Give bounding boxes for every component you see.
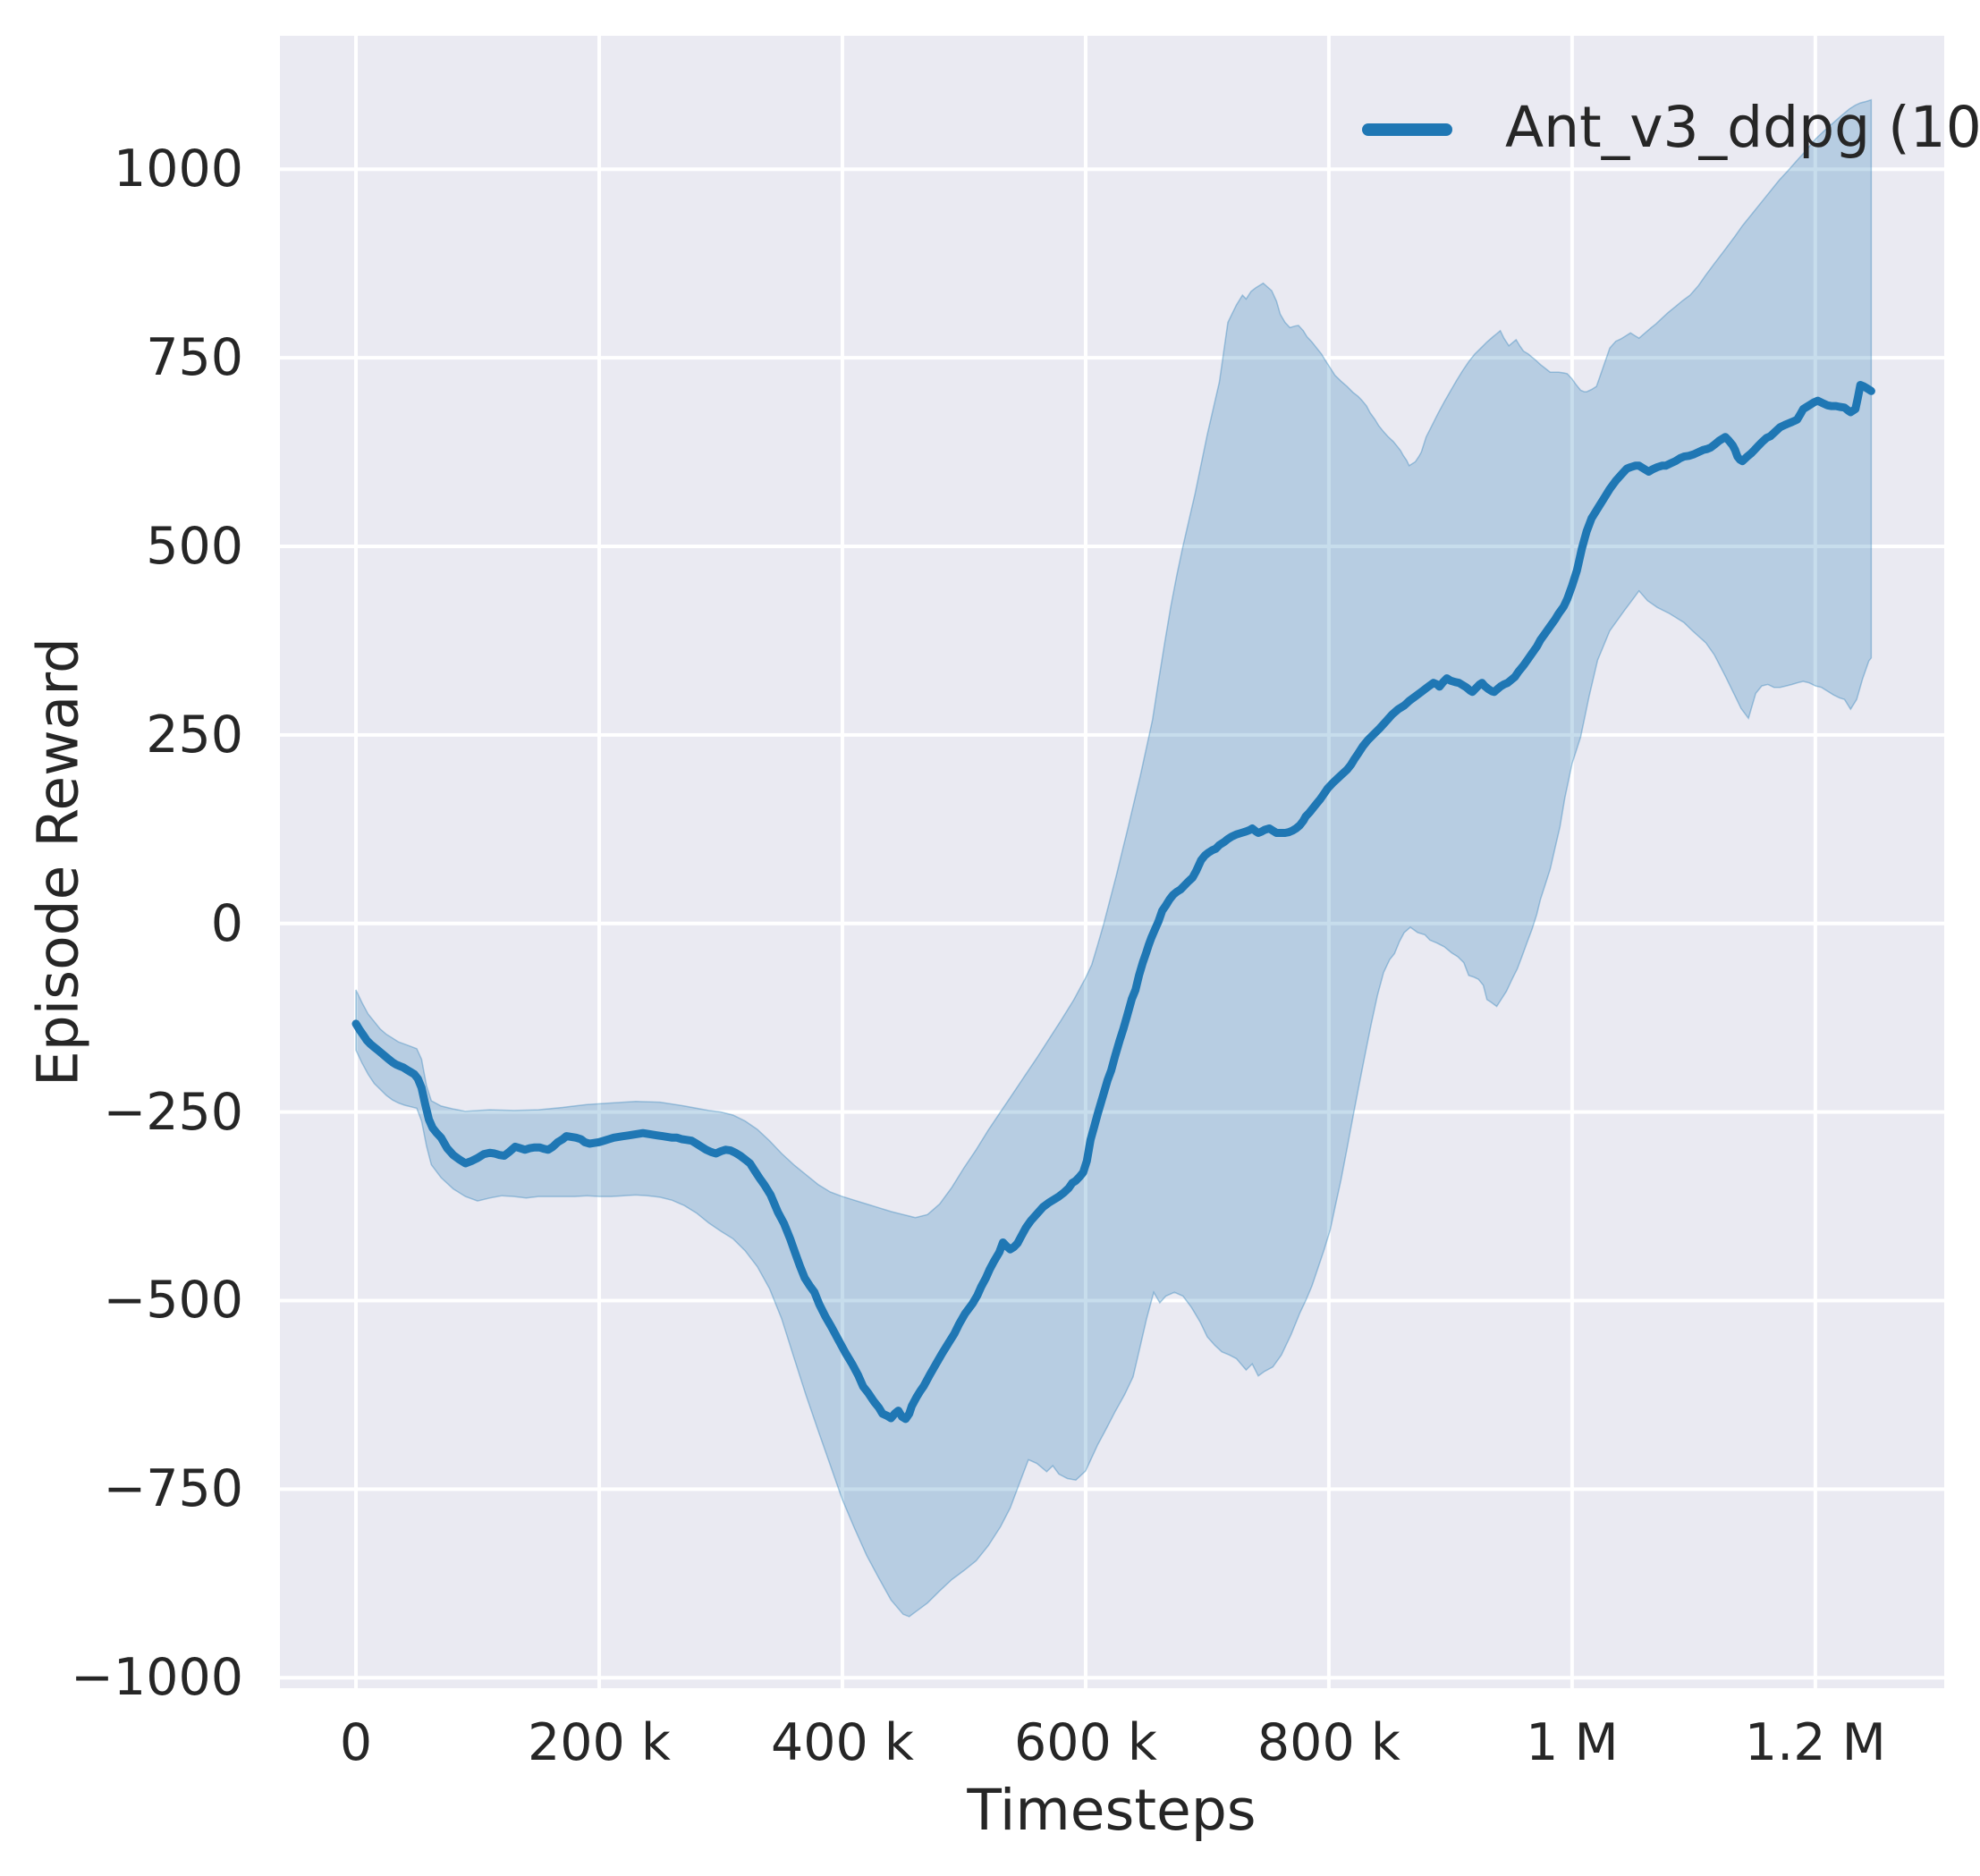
y-tick-label: −250 xyxy=(103,1082,243,1142)
x-tick-label: 1.2 M xyxy=(1744,1713,1886,1772)
x-tick-label: 200 k xyxy=(528,1713,671,1772)
plot-area xyxy=(280,36,1944,1688)
x-tick-label: 0 xyxy=(339,1713,373,1772)
y-axis-label: Episode Reward xyxy=(25,637,91,1087)
mean-line xyxy=(351,381,1875,1424)
y-tick-label: 1000 xyxy=(113,139,243,199)
legend: Ant_v3_ddpg (10) xyxy=(1362,89,1980,174)
y-tick-label: 0 xyxy=(210,893,243,953)
legend-label: Ant_v3_ddpg (10) xyxy=(1505,95,1980,160)
x-axis-label: Timesteps xyxy=(967,1778,1257,1843)
y-tick-label: 750 xyxy=(146,328,243,388)
y-tick-label: −750 xyxy=(103,1459,243,1519)
y-tick-label: 250 xyxy=(146,705,243,765)
x-tick-label: 1 M xyxy=(1526,1713,1619,1772)
y-tick-label: −500 xyxy=(103,1271,243,1331)
confidence-band xyxy=(355,98,1873,1618)
chart-svg xyxy=(280,36,1944,1688)
x-tick-label: 400 k xyxy=(770,1713,914,1772)
y-tick-label: −1000 xyxy=(71,1648,243,1708)
x-tick-label: 600 k xyxy=(1013,1713,1157,1772)
gridlines xyxy=(280,36,1944,1688)
x-tick-label: 800 k xyxy=(1257,1713,1400,1772)
legend-line-swatch xyxy=(1362,123,1452,136)
y-tick-label: 500 xyxy=(146,517,243,577)
